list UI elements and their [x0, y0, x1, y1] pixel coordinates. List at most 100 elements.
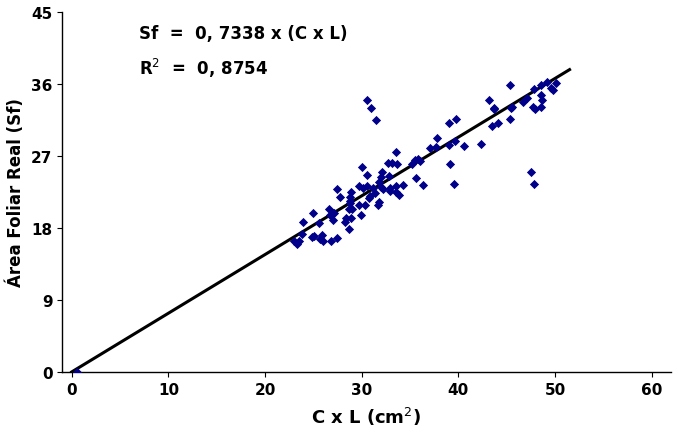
Point	[383, 173, 394, 180]
Point	[444, 142, 455, 149]
Point	[417, 182, 428, 189]
Point	[71, 368, 82, 375]
Point	[450, 138, 460, 145]
Point	[459, 144, 470, 151]
Point	[361, 172, 372, 179]
Point	[410, 158, 420, 164]
Point	[371, 117, 382, 124]
Point	[492, 120, 503, 127]
Point	[343, 226, 354, 233]
Point	[361, 183, 372, 190]
Point	[292, 241, 302, 248]
Point	[537, 97, 548, 104]
Point	[386, 160, 397, 167]
Point	[298, 219, 308, 226]
Point	[314, 220, 325, 227]
Point	[385, 188, 396, 195]
Point	[347, 206, 358, 213]
Point	[332, 187, 343, 194]
Point	[359, 202, 370, 209]
Point	[353, 183, 364, 190]
Point	[324, 212, 335, 219]
Point	[294, 237, 304, 244]
Point	[542, 80, 553, 87]
Point	[506, 105, 517, 112]
Point	[315, 236, 325, 243]
Point	[397, 183, 408, 190]
Point	[487, 123, 498, 130]
X-axis label: C x L (cm$^2$): C x L (cm$^2$)	[311, 405, 422, 427]
Point	[329, 210, 340, 217]
Point	[370, 191, 380, 197]
Point	[340, 215, 351, 222]
Point	[288, 238, 299, 245]
Point	[335, 194, 346, 201]
Point	[551, 81, 561, 88]
Point	[517, 99, 528, 106]
Point	[489, 106, 500, 113]
Y-axis label: Área Foliar Real (Sf): Área Foliar Real (Sf)	[7, 98, 26, 287]
Point	[318, 238, 329, 245]
Point	[367, 184, 378, 191]
Point	[309, 233, 320, 240]
Point	[363, 195, 374, 202]
Point	[340, 219, 351, 226]
Point	[366, 105, 377, 112]
Point	[545, 85, 556, 92]
Point	[376, 169, 387, 176]
Point	[307, 210, 318, 217]
Point	[444, 161, 455, 168]
Point	[391, 149, 401, 156]
Point	[354, 202, 365, 209]
Point	[358, 185, 369, 192]
Point	[345, 198, 356, 205]
Point	[372, 202, 383, 209]
Point	[376, 184, 386, 191]
Point	[414, 159, 425, 166]
Point	[326, 238, 337, 245]
Point	[346, 189, 357, 196]
Point	[323, 206, 334, 213]
Point	[344, 200, 355, 207]
Point	[357, 164, 367, 171]
Point	[384, 185, 395, 192]
Point	[548, 87, 559, 94]
Point	[297, 231, 308, 238]
Point	[377, 187, 388, 194]
Point	[535, 82, 546, 89]
Point	[507, 105, 518, 112]
Point	[521, 95, 532, 102]
Point	[361, 97, 372, 104]
Point	[489, 105, 500, 112]
Point	[376, 174, 386, 181]
Point	[504, 82, 515, 89]
Point	[431, 145, 441, 151]
Point	[306, 234, 317, 241]
Point	[391, 183, 402, 190]
Point	[355, 212, 366, 219]
Point	[431, 135, 442, 142]
Point	[484, 97, 495, 104]
Point	[476, 141, 487, 148]
Point	[345, 194, 356, 201]
Point	[364, 193, 375, 200]
Point	[530, 106, 540, 113]
Point	[346, 215, 357, 222]
Point	[528, 105, 539, 112]
Point	[393, 192, 404, 199]
Point	[317, 233, 327, 240]
Point	[413, 156, 424, 163]
Point	[536, 104, 546, 111]
Point	[327, 217, 338, 224]
Point	[425, 145, 436, 152]
Point	[528, 86, 539, 93]
Point	[536, 92, 547, 99]
Point	[374, 199, 384, 206]
Point	[392, 161, 403, 168]
Point	[528, 181, 539, 188]
Text: Sf  =  0, 7338 x (C x L): Sf = 0, 7338 x (C x L)	[140, 25, 348, 43]
Point	[504, 116, 515, 123]
Point	[344, 206, 355, 213]
Point	[449, 181, 460, 188]
Point	[328, 210, 339, 217]
